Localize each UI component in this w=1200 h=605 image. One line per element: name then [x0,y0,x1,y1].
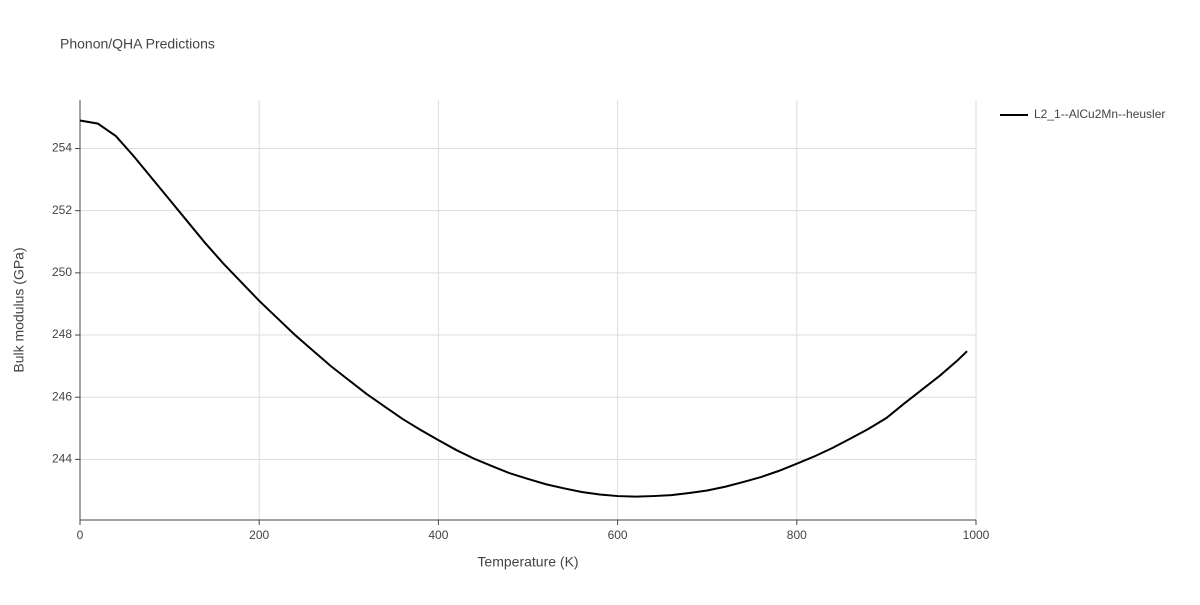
y-axis-label: Bulk modulus (GPa) [11,247,27,372]
x-axis-label: Temperature (K) [477,554,578,570]
chart-title: Phonon/QHA Predictions [60,36,215,52]
y-tick-label: 250 [52,265,72,279]
y-tick-label: 252 [52,203,72,217]
x-tick-label: 0 [77,528,84,542]
x-tick-label: 400 [428,528,448,542]
y-tick-label: 244 [52,452,72,466]
line-series [79,119,968,498]
y-tick-label: 246 [52,389,72,403]
x-tick-label: 600 [608,528,628,542]
y-tick-label: 254 [52,141,72,155]
legend-label: L2_1--AlCu2Mn--heusler [1034,107,1165,121]
x-tick-label: 200 [249,528,269,542]
y-tick-label: 248 [52,327,72,341]
x-tick-label: 1000 [963,528,990,542]
x-tick-label: 800 [787,528,807,542]
